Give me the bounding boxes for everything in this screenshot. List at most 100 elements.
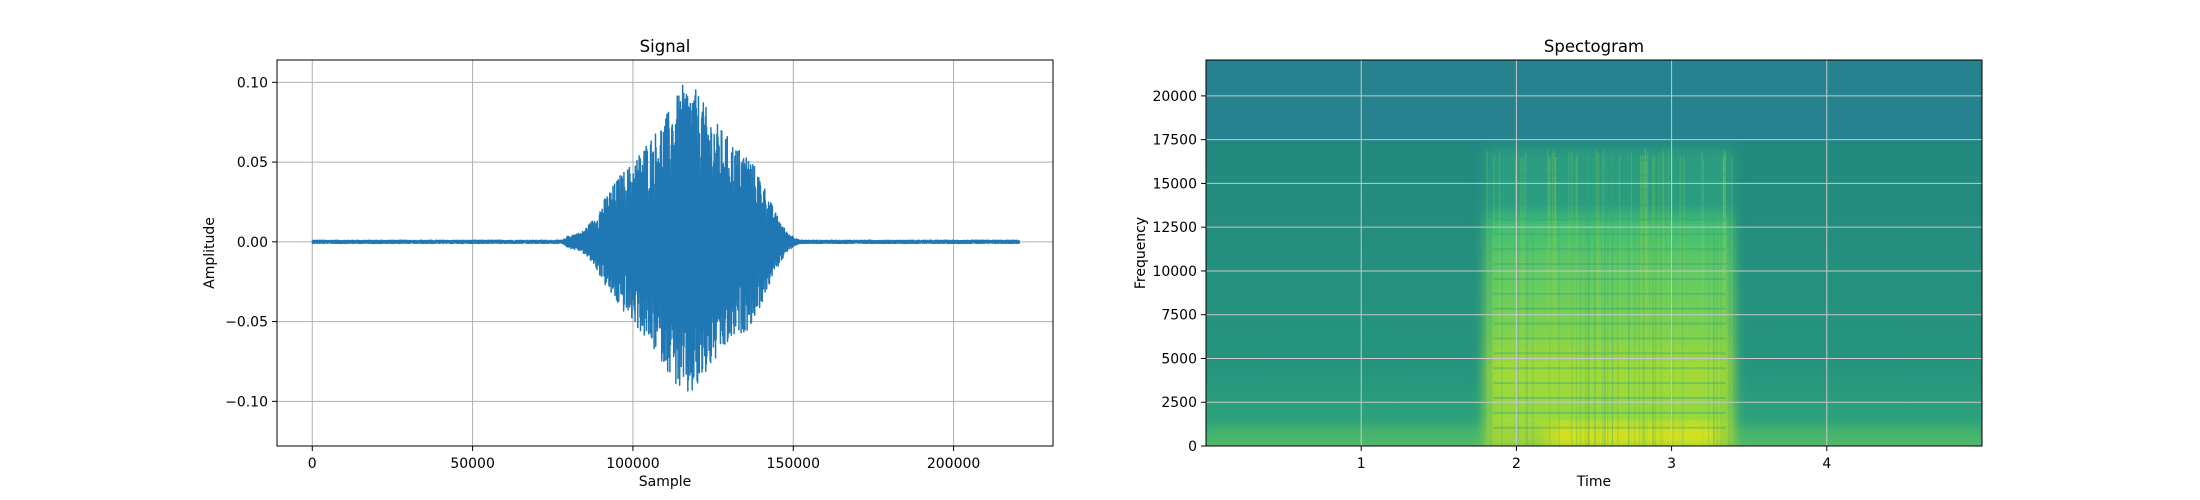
x-tick-label: 4: [1822, 456, 1831, 472]
spectrogram-stripe: [1672, 154, 1674, 446]
spectrogram-harmonic: [1493, 173, 1726, 176]
spectrogram-stripe: [1596, 150, 1598, 446]
spectrogram-stripe: [1707, 151, 1710, 446]
spectrogram-y-axis-label: Frequency: [1133, 217, 1149, 289]
spectrogram-grid: [1206, 60, 1982, 447]
y-tick-label: 7500: [1161, 308, 1197, 324]
spectrogram-stripe: [1520, 157, 1522, 446]
spectrogram-stripe: [1617, 150, 1619, 446]
y-tick-label: 0.05: [237, 155, 268, 171]
spectrogram-stripe: [1517, 152, 1519, 446]
signal-ticks: 0 50000 100000 150000 200000 −0.10 −0.05 0.00 0.…: [225, 75, 980, 472]
spectrogram-stripe: [1667, 148, 1669, 446]
spectrogram-stripe: [1555, 157, 1557, 446]
spectrogram-stripe: [1722, 157, 1725, 446]
x-tick-label: 200000: [927, 456, 980, 472]
spectrogram-active-band: [1485, 148, 1734, 446]
spectrogram-stripe: [1731, 156, 1733, 446]
spectrogram-stripe: [1604, 153, 1606, 446]
spectrogram-stripe: [1630, 152, 1632, 446]
spectrogram-stripe: [1723, 157, 1725, 446]
spectrogram-stripe: [1638, 149, 1640, 446]
spectrogram-stripe: [1722, 156, 1724, 446]
signal-title: Signal: [640, 37, 691, 56]
spectrogram-stripe: [1628, 148, 1630, 446]
spectrogram-stripe: [1702, 157, 1705, 446]
signal-y-axis-label: Amplitude: [202, 217, 218, 289]
spectrogram-harmonic: [1493, 158, 1726, 161]
spectrogram-stripe: [1681, 158, 1684, 446]
y-tick-label: 5000: [1161, 351, 1197, 367]
spectrogram-stripe: [1575, 157, 1577, 446]
spectrogram-stripe: [1579, 157, 1582, 446]
y-tick-label: 10000: [1152, 264, 1197, 280]
spectrogram-harmonic: [1493, 337, 1726, 340]
spectrogram-stripe: [1652, 149, 1655, 446]
spectrogram-stripe: [1679, 156, 1681, 446]
spectrogram-stripe: [1644, 150, 1646, 446]
spectrogram-stripe: [1683, 156, 1685, 446]
spectrogram-stripe: [1587, 153, 1589, 446]
x-tick-label: 3: [1667, 456, 1676, 472]
y-tick-label: 17500: [1152, 133, 1197, 149]
spectrogram-stripe: [1525, 153, 1527, 446]
spectrogram-harmonic: [1493, 322, 1726, 325]
spectrogram-stripe: [1501, 155, 1503, 446]
spectrogram-stripe: [1652, 152, 1654, 446]
spectrogram-stripe: [1490, 152, 1492, 446]
spectrogram-stripe: [1551, 152, 1554, 446]
spectrogram-title: Spectogram: [1544, 37, 1644, 56]
spectrogram-stripe: [1607, 151, 1609, 446]
spectrogram-stripe: [1602, 149, 1604, 446]
signal-x-axis-label: Sample: [639, 474, 692, 490]
spectrogram-axes-frame: [1205, 59, 1983, 447]
signal-axes-frame: [276, 59, 1054, 447]
spectrogram-stripe: [1634, 157, 1636, 446]
spectrogram-image: [1206, 60, 1982, 446]
spectrogram-harmonic: [1493, 203, 1726, 206]
spectrogram-stripe: [1526, 156, 1529, 446]
spectrogram-stripe: [1593, 158, 1596, 446]
spectrogram-chart: 1 2 3 4 0 2500 5000 7500 10000 12500 15000 17500 200…: [1133, 37, 1983, 490]
spectrogram-stripe: [1571, 157, 1573, 446]
spectrogram-stripe: [1571, 152, 1573, 446]
y-tick-label: −0.05: [225, 315, 268, 331]
spectrogram-harmonic: [1493, 218, 1726, 221]
spectrogram-stripe: [1655, 153, 1657, 446]
spectrogram-stripe: [1549, 158, 1551, 446]
x-tick-label: 0: [308, 456, 317, 472]
spectrogram-stripe: [1584, 157, 1587, 446]
spectrogram-stripe: [1628, 150, 1630, 446]
spectrogram-harmonic: [1493, 382, 1726, 385]
spectrogram-stripe: [1568, 152, 1570, 446]
spectrogram-stripe: [1724, 153, 1726, 446]
spectrogram-stripe: [1640, 155, 1642, 446]
spectrogram-harmonic: [1493, 188, 1726, 191]
spectrogram-harmonic: [1493, 307, 1726, 310]
spectrogram-stripe: [1712, 149, 1715, 446]
spectrogram-stripe: [1547, 149, 1549, 446]
spectrogram-stripe: [1720, 157, 1722, 446]
spectrogram-stripe: [1549, 153, 1551, 446]
spectrogram-stripe: [1713, 151, 1715, 446]
spectrogram-stripe: [1645, 148, 1647, 446]
x-tick-label: 150000: [767, 456, 820, 472]
spectrogram-harmonic: [1493, 233, 1726, 236]
spectrogram-stripe: [1604, 156, 1606, 446]
x-tick-label: 100000: [606, 456, 659, 472]
spectrogram-harmonic: [1493, 411, 1726, 414]
spectrogram-stripe: [1548, 157, 1550, 446]
spectrogram-stripe: [1588, 154, 1590, 446]
spectrogram-stripe: [1532, 158, 1534, 446]
signal-chart: 0 50000 100000 150000 200000 −0.10 −0.05 0.00 0.…: [202, 37, 1054, 490]
spectrogram-stripe: [1642, 156, 1644, 446]
y-tick-label: 0: [1188, 439, 1197, 455]
spectrogram-stripe: [1652, 158, 1654, 446]
y-tick-label: −0.10: [225, 394, 268, 410]
spectrogram-stripe: [1602, 155, 1604, 446]
spectrogram-stripe: [1522, 157, 1524, 446]
spectrogram-stripe: [1598, 153, 1600, 446]
spectrogram-stripe: [1587, 153, 1589, 446]
spectrogram-stripe: [1515, 157, 1517, 446]
